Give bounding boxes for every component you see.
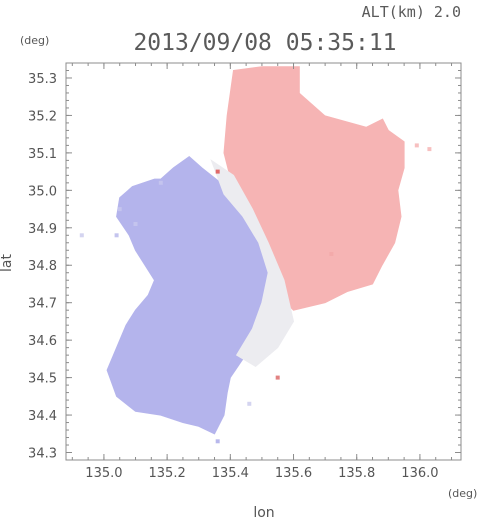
speckle-11 [215, 439, 220, 444]
speckle-2 [114, 233, 119, 238]
x-unit-label: (deg) [448, 487, 477, 500]
y-tick-label: 34.5 [28, 372, 57, 387]
altitude-label: ALT(km) 2.0 [362, 3, 461, 21]
y-tick-label: 35.2 [28, 109, 57, 124]
chart-title: 2013/09/08 05:35:11 [133, 30, 396, 56]
x-tick-label: 135.8 [338, 466, 375, 481]
y-tick-label: 34.8 [28, 259, 57, 274]
y-axis-label: lat [0, 254, 15, 272]
y-tick-label: 35.3 [28, 72, 57, 87]
region-mid-gradient [210, 159, 295, 368]
speckle-9 [247, 401, 252, 406]
x-tick-label: 135.6 [275, 466, 312, 481]
x-tick-label: 135.4 [212, 466, 249, 481]
x-tick-label: 135.0 [85, 466, 122, 481]
x-tick-label: 136.0 [401, 466, 438, 481]
y-tick-label: 34.3 [28, 447, 57, 462]
y-tick-label: 34.7 [28, 297, 57, 312]
plot-frame [65, 62, 462, 461]
speckle-10 [275, 375, 280, 380]
x-tick-label: 135.2 [149, 466, 186, 481]
y-tick-label: 35.0 [28, 184, 57, 199]
speckle-7 [414, 143, 419, 148]
y-tick-label: 34.9 [28, 222, 57, 237]
y-tick-label: 35.1 [28, 147, 57, 162]
speckle-0 [117, 207, 122, 212]
speckle-4 [79, 233, 84, 238]
speckle-6 [329, 252, 334, 256]
speckle-5 [215, 169, 220, 174]
y-tick-label: 34.6 [28, 334, 57, 349]
speckle-1 [133, 222, 138, 226]
mask-upper-right-gap [299, 63, 405, 127]
mask-far-left-gap [66, 63, 199, 183]
y-tick-label: 34.4 [28, 409, 57, 424]
region-approaching [106, 155, 272, 435]
y-unit-label: (deg) [20, 34, 49, 47]
axes: 135.0 135.2 135.4 135.6 135.8 136.0 34.3 34.4 34… [28, 63, 461, 481]
x-axis-label: lon [253, 505, 274, 521]
radar-field [66, 63, 432, 444]
speckle-8 [427, 147, 432, 152]
speckle-3 [158, 180, 163, 185]
